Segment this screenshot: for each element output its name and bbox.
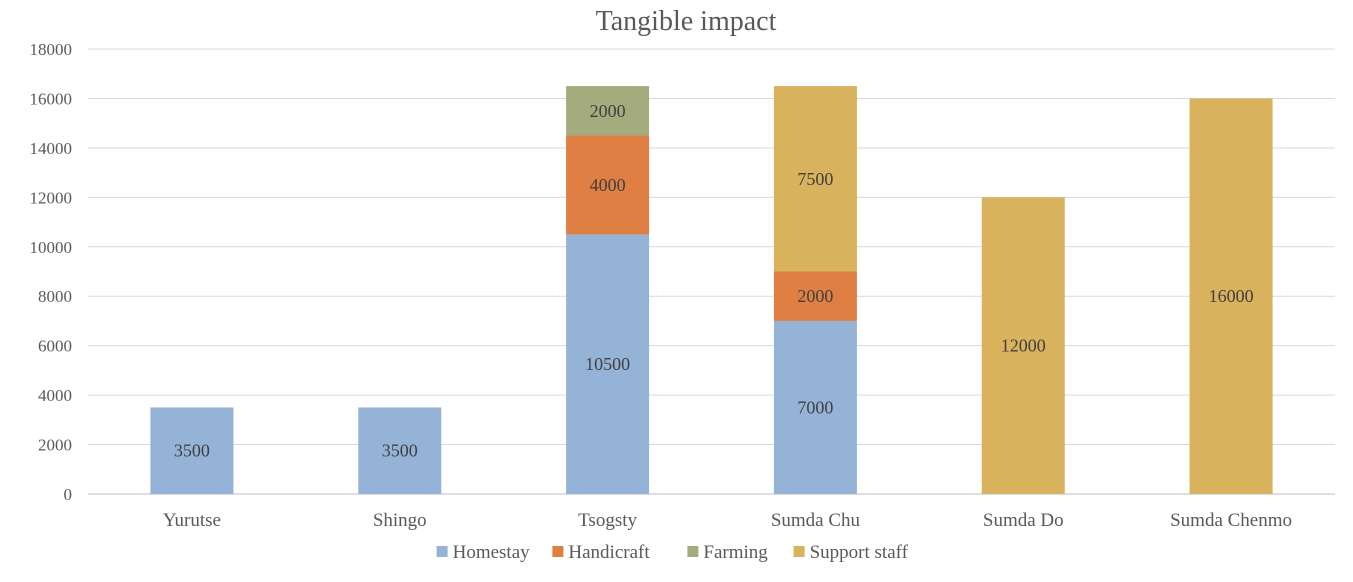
bar-segment xyxy=(1189,98,1273,494)
chart-title: Tangible impact xyxy=(596,6,777,37)
x-category-label: Sumda Chenmo xyxy=(1170,510,1292,531)
y-tick-label: 2000 xyxy=(38,436,72,455)
data-label: 2000 xyxy=(590,101,626,121)
x-category-label: Sumda Do xyxy=(983,510,1064,531)
legend-label: Homestay xyxy=(453,542,531,563)
data-labels: 3500 3500 10500 4000 2000 7000 2000 7500 12000 16… xyxy=(174,101,1254,461)
legend-label: Support staff xyxy=(810,542,909,563)
data-label: 7000 xyxy=(797,397,833,417)
bar-segment xyxy=(981,197,1065,495)
x-category-label: Shingo xyxy=(373,510,427,531)
y-tick-label: 4000 xyxy=(38,386,72,405)
bar-segment xyxy=(566,234,650,494)
y-tick-label: 8000 xyxy=(38,287,72,306)
legend-swatch xyxy=(552,546,564,557)
x-category-label: Yurutse xyxy=(163,510,221,531)
data-label: 3500 xyxy=(174,441,210,461)
bar-segment xyxy=(773,320,857,494)
bar-segment xyxy=(566,86,650,136)
bar-segment xyxy=(150,407,234,494)
bar-segment xyxy=(773,271,857,321)
legend: Homestay Handicraft Farming Support staff xyxy=(436,542,909,563)
y-tick-label: 6000 xyxy=(38,337,72,356)
data-label: 10500 xyxy=(585,354,630,374)
gridlines xyxy=(88,48,1335,495)
data-label: 3500 xyxy=(382,441,418,461)
legend-swatch xyxy=(793,546,805,557)
legend-label: Farming xyxy=(703,542,768,563)
legend-swatch xyxy=(687,546,699,557)
y-tick-label: 12000 xyxy=(30,188,73,207)
y-tick-label: 0 xyxy=(64,485,73,504)
data-label: 7500 xyxy=(797,169,833,189)
data-label: 16000 xyxy=(1209,286,1254,306)
y-tick-label: 10000 xyxy=(30,238,73,257)
y-axis-ticks: 0 2000 4000 6000 8000 10000 12000 14000 16000 180… xyxy=(30,40,73,504)
bar-segment xyxy=(566,135,650,235)
data-label: 4000 xyxy=(590,175,626,195)
data-label: 2000 xyxy=(797,286,833,306)
bar-segment xyxy=(773,86,857,272)
y-tick-label: 18000 xyxy=(30,40,73,59)
legend-label: Handicraft xyxy=(568,542,650,563)
x-category-label: Sumda Chu xyxy=(771,510,861,531)
legend-swatch xyxy=(436,546,448,557)
y-tick-label: 14000 xyxy=(30,139,73,158)
bars xyxy=(150,86,1273,495)
data-label: 12000 xyxy=(1001,336,1046,356)
y-tick-label: 16000 xyxy=(30,89,73,108)
x-axis-categories: Yurutse Shingo Tsogsty Sumda Chu Sumda Do Sum… xyxy=(163,510,1292,531)
bar-segment xyxy=(358,407,442,494)
x-category-label: Tsogsty xyxy=(578,510,637,531)
